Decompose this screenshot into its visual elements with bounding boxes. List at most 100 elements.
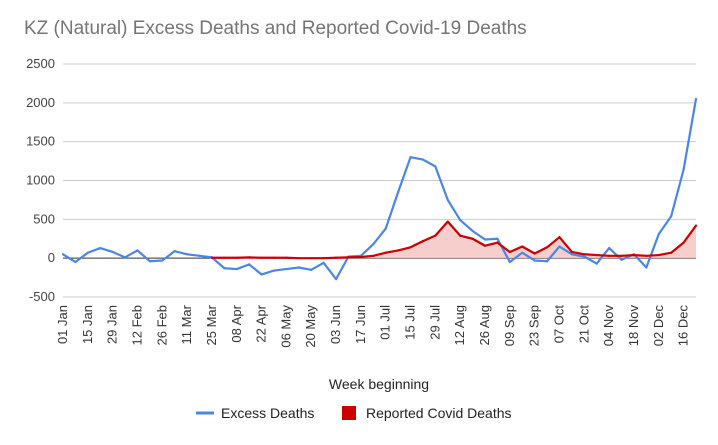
legend-swatch-reported-covid-deaths [342, 406, 356, 420]
data-point-reported-covid-deaths [608, 254, 611, 257]
data-point-excess-deaths [173, 250, 176, 253]
data-point-excess-deaths [384, 227, 387, 230]
data-point-excess-deaths [310, 268, 313, 271]
data-point-reported-covid-deaths [409, 246, 412, 249]
data-point-excess-deaths [248, 263, 251, 266]
data-point-excess-deaths [123, 256, 127, 259]
data-point-excess-deaths [161, 259, 164, 262]
x-tick-label: 26 Aug [477, 305, 492, 346]
legend-item-excess-deaths: Excess Deaths [196, 405, 314, 421]
data-point-excess-deaths [322, 261, 325, 264]
data-point-excess-deaths [558, 245, 561, 248]
data-point-excess-deaths [136, 249, 139, 252]
x-tick-label: 23 Sep [527, 305, 542, 346]
y-tick-label: 1500 [26, 134, 55, 149]
x-tick-label: 08 Apr [229, 304, 244, 342]
data-point-excess-deaths [446, 198, 449, 202]
data-point-excess-deaths [272, 269, 276, 272]
x-axis-title: Week beginning [329, 376, 429, 392]
area-layer [211, 221, 697, 259]
data-point-reported-covid-deaths [645, 254, 648, 257]
x-tick-label: 04 Nov [601, 305, 616, 347]
x-tick-label: 15 Jan [80, 305, 95, 344]
data-point-reported-covid-deaths [223, 256, 226, 259]
data-point-reported-covid-deaths [682, 241, 685, 244]
data-point-reported-covid-deaths [297, 257, 300, 260]
data-point-excess-deaths [223, 267, 226, 270]
data-point-reported-covid-deaths [521, 245, 524, 248]
data-point-excess-deaths [608, 246, 611, 250]
chart-title: KZ (Natural) Excess Deaths and Reported … [24, 18, 527, 39]
data-point-reported-covid-deaths [558, 236, 561, 239]
x-tick-label: 17 Jun [353, 305, 368, 344]
data-point-reported-covid-deaths [694, 224, 698, 227]
data-point-excess-deaths [260, 273, 263, 276]
y-tick-label: 1000 [26, 173, 55, 188]
data-point-excess-deaths [682, 168, 685, 171]
x-tick-label: 02 Dec [651, 305, 666, 347]
x-tick-label: 09 Sep [502, 305, 517, 346]
data-point-excess-deaths [111, 250, 114, 254]
data-point-excess-deaths [533, 259, 536, 262]
x-tick-label: 29 Jul [427, 305, 442, 340]
data-point-reported-covid-deaths [583, 253, 586, 256]
data-point-excess-deaths [645, 266, 648, 269]
data-point-reported-covid-deaths [459, 234, 462, 237]
data-point-reported-covid-deaths [670, 251, 673, 254]
data-point-reported-covid-deaths [248, 256, 251, 259]
data-point-excess-deaths [670, 215, 673, 218]
legend-label-excess-deaths: Excess Deaths [221, 405, 314, 421]
series-area-reported-covid-deaths [211, 221, 697, 259]
data-point-reported-covid-deaths [496, 241, 499, 244]
data-point-reported-covid-deaths [595, 253, 598, 257]
data-point-excess-deaths [620, 258, 623, 261]
series-line-excess-deaths [62, 98, 698, 281]
data-point-excess-deaths [397, 191, 400, 194]
data-point-excess-deaths [409, 156, 412, 159]
data-point-reported-covid-deaths [397, 249, 400, 252]
legend-label-reported-covid-deaths: Reported Covid Deaths [366, 405, 512, 421]
data-point-reported-covid-deaths [508, 250, 511, 254]
data-point-excess-deaths [198, 254, 201, 257]
data-point-excess-deaths [372, 243, 375, 246]
y-tick-label: -500 [29, 289, 55, 304]
x-axis-ticks: 01 Jan 15 Jan 29 Jan 12 Feb 26 Feb 11 Mar 25 M… [55, 304, 691, 347]
data-point-excess-deaths [86, 251, 89, 254]
x-tick-label: 03 Jun [328, 305, 343, 344]
y-tick-label: 2000 [26, 95, 55, 110]
data-point-reported-covid-deaths [545, 246, 549, 249]
data-point-reported-covid-deaths [272, 256, 276, 259]
grid-lines [63, 63, 696, 298]
x-tick-label: 20 May [303, 305, 318, 348]
data-point-reported-covid-deaths [359, 255, 362, 259]
data-point-reported-covid-deaths [421, 239, 425, 243]
data-point-reported-covid-deaths [657, 253, 660, 257]
data-point-excess-deaths [483, 238, 487, 241]
x-tick-label: 12 Feb [129, 305, 144, 345]
data-point-reported-covid-deaths [384, 251, 387, 254]
data-point-reported-covid-deaths [471, 237, 474, 240]
x-tick-label: 16 Dec [676, 305, 691, 347]
x-tick-label: 18 Nov [626, 305, 641, 347]
data-point-excess-deaths [508, 260, 511, 264]
data-point-excess-deaths [99, 246, 102, 250]
data-point-excess-deaths [694, 97, 698, 101]
data-point-excess-deaths [61, 253, 65, 256]
x-tick-label: 06 May [278, 305, 293, 348]
data-point-excess-deaths [421, 158, 425, 161]
x-tick-label: 21 Oct [576, 305, 591, 344]
data-point-excess-deaths [148, 260, 151, 263]
data-point-excess-deaths [545, 260, 549, 263]
data-point-reported-covid-deaths [334, 256, 338, 259]
x-tick-label: 11 Mar [179, 304, 194, 344]
x-tick-label: 22 Apr [254, 304, 269, 342]
legend-item-reported-covid-deaths: Reported Covid Deaths [342, 405, 512, 421]
data-point-reported-covid-deaths [310, 257, 313, 260]
x-tick-label: 01 Jan [55, 305, 70, 344]
data-point-reported-covid-deaths [372, 254, 375, 257]
data-point-excess-deaths [186, 253, 189, 256]
x-tick-label: 07 Oct [551, 305, 566, 344]
data-point-reported-covid-deaths [620, 254, 623, 257]
data-point-excess-deaths [297, 266, 300, 269]
data-point-excess-deaths [235, 267, 238, 271]
